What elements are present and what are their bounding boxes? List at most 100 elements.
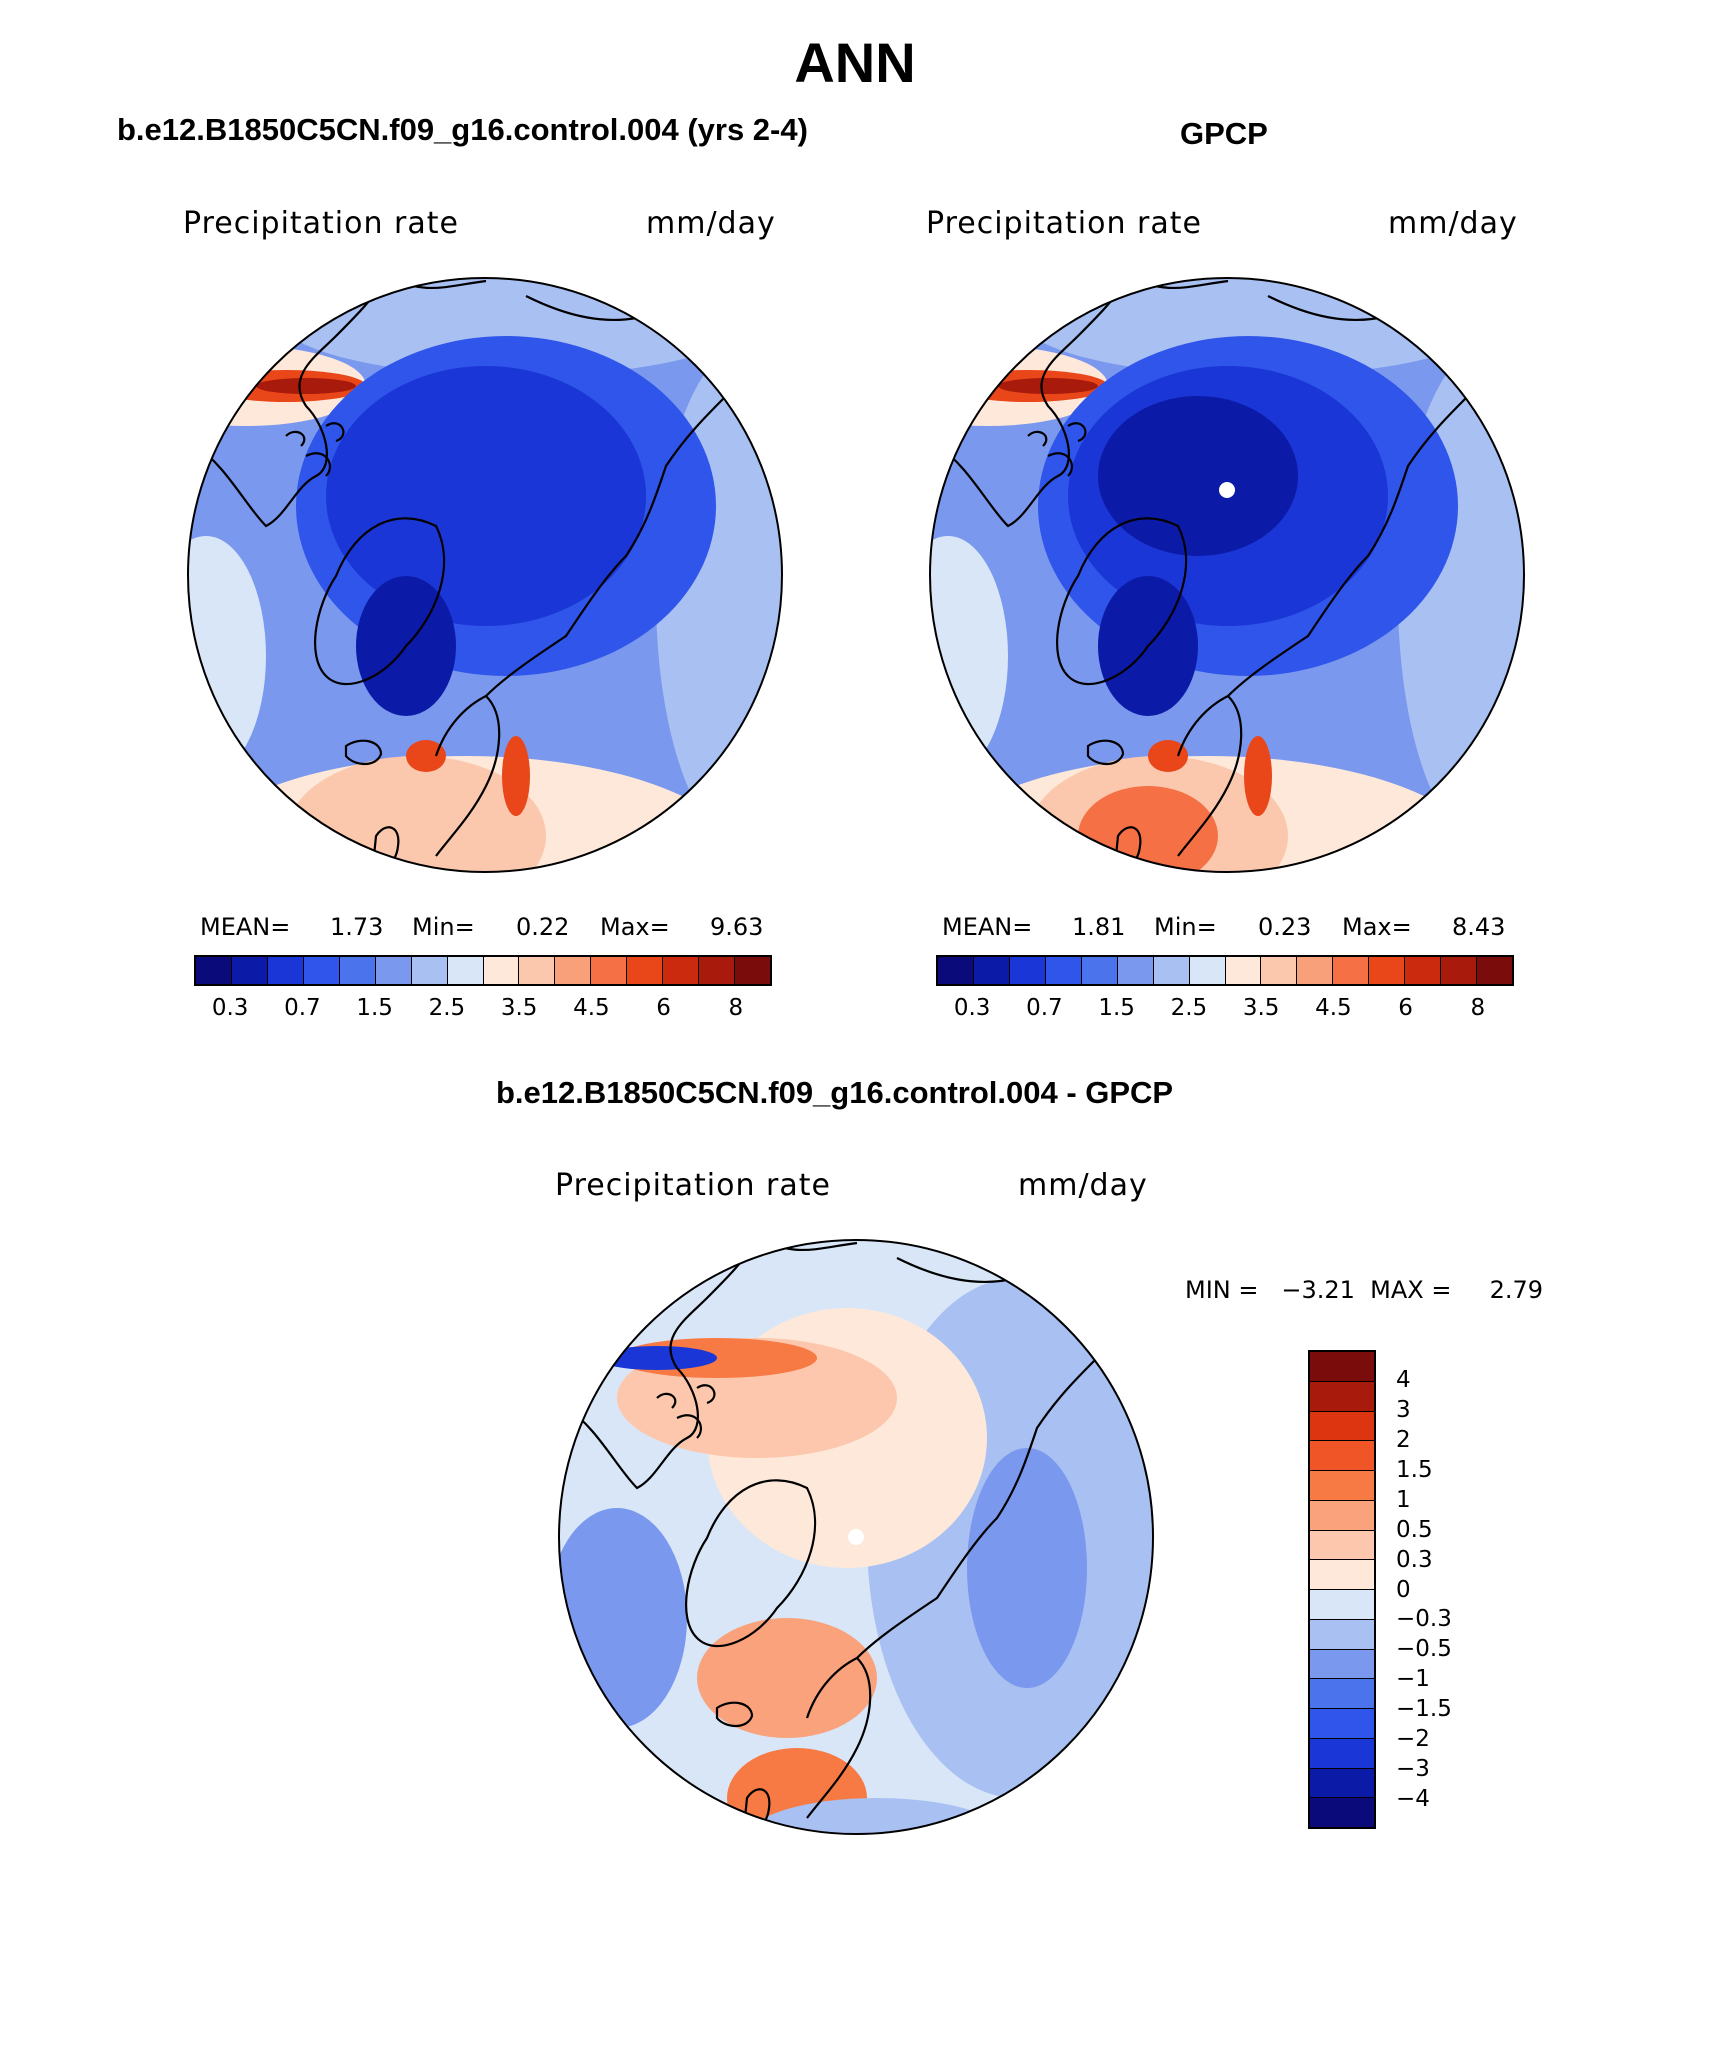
south-negative-region <box>747 1798 1007 1834</box>
colorbar-tick-label: 0.3 <box>1396 1546 1433 1573</box>
panel-2-min-value: 0.23 <box>1258 913 1312 941</box>
colorbar-tick-label: 6 <box>656 995 671 1021</box>
colorbar-swatch <box>1045 957 1082 984</box>
field-contours <box>188 278 782 872</box>
panel-1-variable-label: Precipitation rate <box>183 206 459 241</box>
panel-1-title: b.e12.B1850C5CN.f09_g16.control.004 (yrs… <box>117 112 808 147</box>
colorbar-swatch <box>1310 1500 1374 1531</box>
coastline-path <box>1086 739 1125 766</box>
colorbar-swatch <box>1441 957 1478 984</box>
atlantic-positive-region <box>697 1618 877 1738</box>
colorbar-tick-label: −1 <box>1396 1666 1430 1693</box>
coastline-path <box>656 1384 716 1439</box>
colorbar-tick-label: −4 <box>1396 1786 1430 1813</box>
colorbar-swatch <box>1189 957 1226 984</box>
panel-1-mean-label: MEAN= <box>200 913 291 941</box>
field-contours <box>930 278 1524 872</box>
colorbar-swatch <box>1310 1530 1374 1561</box>
panel-2-max-label: Max= <box>1342 913 1412 941</box>
colorbar-tick-label: 2.5 <box>428 995 466 1021</box>
diff-panel-min-max: MIN = −3.21 MAX = 2.79 <box>1185 1276 1544 1304</box>
colorbar-swatch <box>1261 957 1298 984</box>
colorbar-swatch <box>411 957 448 984</box>
colorbar-swatch <box>1297 957 1334 984</box>
colorbar-tick-label: 0 <box>1396 1576 1411 1603</box>
panel-2-max-value: 8.43 <box>1452 913 1506 941</box>
colorbar-swatch <box>1310 1619 1374 1650</box>
colorbar-tick-label: −3 <box>1396 1756 1430 1783</box>
diff-panel-units-label: mm/day <box>1018 1168 1148 1203</box>
colorbar-swatch <box>1310 1590 1374 1620</box>
colorbar-swatch <box>1310 1709 1374 1739</box>
colorbar-tick-label: 8 <box>1470 995 1486 1021</box>
diff-panel-polar-map <box>558 1239 1154 1835</box>
colorbar-swatch <box>519 957 556 984</box>
panel-1-polar-map <box>187 277 783 873</box>
panel-2-min-label: Min= <box>1154 913 1217 941</box>
colorbar-tick-label: 3.5 <box>1242 995 1280 1021</box>
colorbar-tick-label: −0.3 <box>1396 1606 1452 1633</box>
colorbar-tick-label: 2 <box>1396 1426 1411 1453</box>
panel-2-mean-value: 1.81 <box>1072 913 1126 941</box>
coastline-path <box>856 1357 1098 1659</box>
colorbar-tick-label: −0.5 <box>1396 1636 1452 1663</box>
colorbar-swatch <box>1310 1679 1374 1709</box>
colorbar-tick-label: 0.5 <box>1396 1516 1433 1543</box>
colorbar-swatch <box>1310 1649 1374 1680</box>
colorbar-swatch <box>663 957 700 984</box>
colorbar-swatch <box>1310 1441 1374 1471</box>
colorbar-tick-label: 0.7 <box>1026 995 1063 1021</box>
coastline-path <box>805 1656 872 1819</box>
colorbar-swatch <box>375 957 412 984</box>
iceland-high <box>406 740 446 772</box>
colorbar-swatch <box>973 957 1010 984</box>
coastline-path <box>434 694 501 857</box>
coastline-path <box>1176 694 1243 857</box>
coastline-path <box>566 1240 758 1490</box>
colorbar-tick-label: 3 <box>1396 1396 1411 1423</box>
colorbar-tick-label: 4.5 <box>1315 995 1352 1021</box>
colorbar-swatch <box>1153 957 1190 984</box>
colorbar-tick-label: 6 <box>1398 995 1413 1021</box>
panel-2-polar-map <box>929 277 1525 873</box>
main-title: ANN <box>794 31 916 94</box>
colorbar-tick-label: 0.3 <box>211 995 249 1021</box>
colorbar-tick-label: 1.5 <box>1098 995 1135 1021</box>
panel-1-min-value: 0.22 <box>516 913 570 941</box>
coastline-path <box>344 739 383 766</box>
colorbar-swatch <box>1477 957 1512 984</box>
colorbar-tick-label: 1.5 <box>1396 1456 1433 1483</box>
west-light-region <box>930 536 1008 776</box>
colorbar-tick-label: 4 <box>1396 1366 1411 1393</box>
panel-2-mean-label: MEAN= <box>942 913 1033 941</box>
coastline-path <box>1056 517 1188 686</box>
colorbar-swatch <box>1310 1471 1374 1501</box>
coastline-path <box>1227 395 1469 697</box>
colorbar-tick-label: 0.3 <box>953 995 991 1021</box>
coastlines <box>937 278 1469 866</box>
coastline-path <box>937 278 1129 528</box>
panel-1-max-label: Max= <box>600 913 670 941</box>
coastline-path <box>685 1479 817 1648</box>
colorbar-swatch <box>627 957 664 984</box>
panel-2-title: GPCP <box>1180 116 1268 151</box>
panel-1-units-label: mm/day <box>646 206 776 241</box>
colorbar-swatch <box>1310 1352 1374 1382</box>
colorbar-tick-label: 1 <box>1396 1486 1411 1513</box>
coastlines <box>195 278 727 866</box>
field-contours <box>559 1240 1153 1834</box>
pacific-negative-band <box>597 1346 717 1370</box>
panel-1-max-value: 9.63 <box>710 913 764 941</box>
panel-1-colorbar <box>194 955 772 986</box>
colorbar-swatch <box>938 957 974 984</box>
colorbar-swatch <box>1310 1738 1374 1769</box>
norway-coast-high <box>1244 736 1272 816</box>
west-negative-region <box>559 1508 687 1728</box>
pacific-storm-track-core <box>256 378 356 394</box>
colorbar-swatch <box>1405 957 1442 984</box>
colorbar-swatch <box>196 957 232 984</box>
pacific-storm-track-core <box>998 378 1098 394</box>
coastline-path <box>285 422 345 477</box>
colorbar-swatch <box>1310 1411 1374 1442</box>
arctic-driest-core <box>356 396 556 556</box>
